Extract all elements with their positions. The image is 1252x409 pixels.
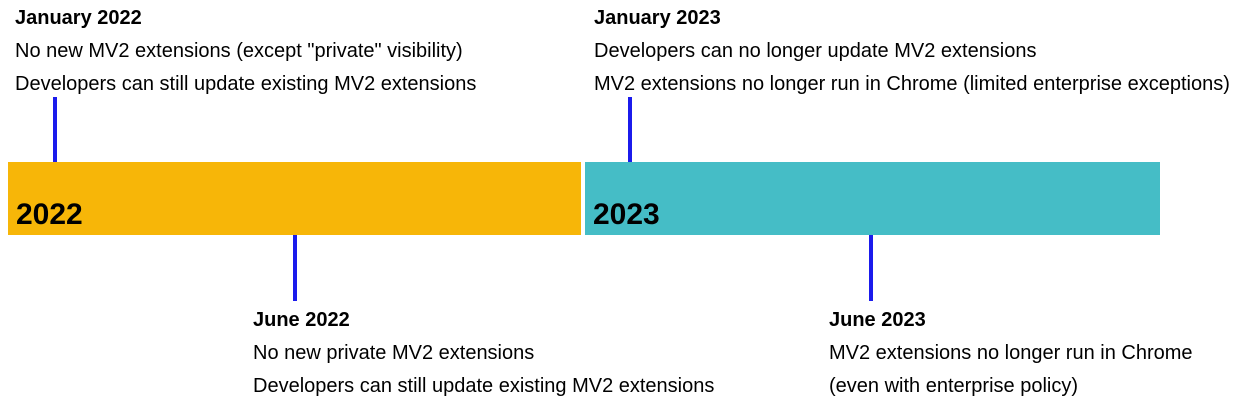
annotation-january-2022-line-1: No new MV2 extensions (except "private" … [15, 40, 463, 62]
annotation-january-2022-title: January 2022 [15, 7, 142, 29]
timeline-bar-2023-label: 2023 [593, 198, 660, 231]
connector-line-june-2022 [293, 196, 297, 301]
annotation-june-2022-line-2: Developers can still update existing MV2… [253, 375, 715, 397]
annotation-june-2023: June 2023 MV2 extensions no longer run i… [829, 304, 1193, 403]
connector-line-january-2023 [628, 97, 632, 195]
annotation-june-2022-line-1: No new private MV2 extensions [253, 342, 535, 364]
annotation-june-2022-title: June 2022 [253, 309, 350, 331]
annotation-january-2023-line-1: Developers can no longer update MV2 exte… [594, 40, 1037, 62]
timeline-bar-2023: 2023 [585, 162, 1160, 235]
connector-line-january-2022 [53, 97, 57, 195]
annotation-january-2022-line-2: Developers can still update existing MV2… [15, 73, 477, 95]
connector-line-june-2023 [869, 196, 873, 301]
timeline-bar-2022: 2022 [8, 162, 581, 235]
timeline-bar-2022-label: 2022 [16, 198, 83, 231]
annotation-january-2022: January 2022 No new MV2 extensions (exce… [15, 2, 476, 101]
annotation-june-2023-line-2: (even with enterprise policy) [829, 375, 1078, 397]
annotation-january-2023: January 2023 Developers can no longer up… [594, 2, 1230, 101]
annotation-january-2023-title: January 2023 [594, 7, 721, 29]
annotation-june-2023-title: June 2023 [829, 309, 926, 331]
annotation-june-2023-line-1: MV2 extensions no longer run in Chrome [829, 342, 1193, 364]
annotation-january-2023-line-2: MV2 extensions no longer run in Chrome (… [594, 73, 1230, 95]
annotation-june-2022: June 2022 No new private MV2 extensions … [253, 304, 714, 403]
